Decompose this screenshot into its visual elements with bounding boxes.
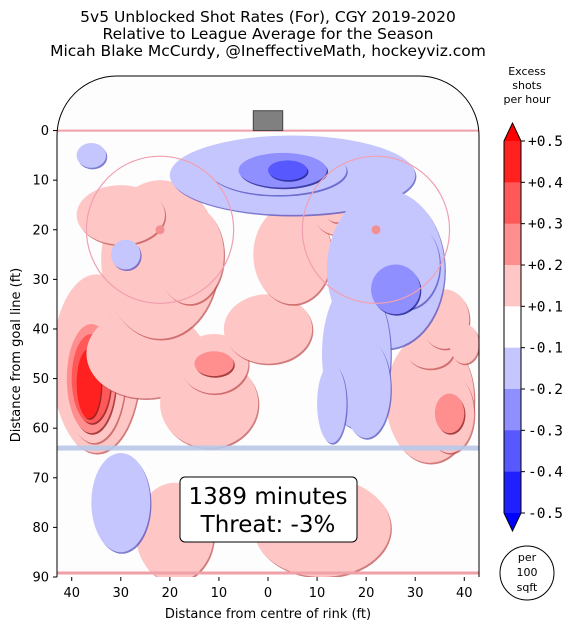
y-axis-label: Distance from goal line (ft) (9, 268, 24, 442)
unit-badge-line-1: per (518, 551, 537, 564)
heat-contour (434, 393, 465, 434)
heat-contour (371, 264, 421, 315)
colorbar-title-line-1: Excess (508, 65, 546, 78)
colorbar-title-line-3: per hour (504, 93, 551, 106)
heat-contour (253, 204, 332, 305)
unit-badge-line-2: 100 (517, 566, 538, 579)
heat-contour (110, 239, 141, 270)
y-tick-label: 60 (32, 422, 49, 437)
faceoff-circle-right (301, 155, 451, 304)
colorbar-extend-high (504, 123, 521, 141)
x-tick-label: 20 (358, 586, 375, 601)
y-tick-label: 90 (32, 571, 49, 586)
y-tick-label: 40 (32, 322, 49, 337)
chart-title-line-2: Relative to League Average for the Seaso… (103, 25, 434, 43)
colorbar-tick-label: +0.3 (528, 217, 563, 233)
heatmap-layer (57, 76, 479, 577)
x-tick-label: 20 (162, 586, 179, 601)
heat-contour (317, 363, 347, 444)
faceoff-dot-left (155, 225, 165, 235)
x-axis-label: Distance from centre of rink (ft) (165, 607, 371, 622)
heat-contour (223, 294, 313, 364)
y-tick-label: 0 (41, 124, 49, 139)
y-tick-label: 30 (32, 273, 49, 288)
colorbar-band (504, 182, 521, 225)
minutes-annotation: 1389 minutes (189, 484, 348, 510)
x-tick-label: 0 (264, 586, 272, 601)
colorbar: Excess shots per hour +0.5 +0.4 +0.3 +0.2 +0… (503, 65, 563, 533)
colorbar-tick-label: +0.2 (528, 258, 563, 274)
y-tick-label: 10 (32, 174, 49, 189)
heat-contour (449, 324, 479, 364)
x-tick-label: 30 (407, 586, 424, 601)
colorbar-extend-low (504, 513, 521, 531)
unit-badge-line-3: sqft (517, 581, 538, 594)
faceoff-dot-right (371, 225, 381, 235)
colorbar-band (504, 430, 521, 473)
colorbar-tick-label: -0.4 (528, 465, 563, 481)
y-tick-label: 50 (32, 372, 49, 387)
blue-line (57, 445, 479, 451)
colorbar-band (504, 223, 521, 266)
unit-badge: per 100 sqft (499, 545, 555, 601)
x-tick-label: 30 (113, 586, 130, 601)
heat-contour (91, 452, 151, 553)
x-tick-label: 40 (456, 586, 473, 601)
colorbar-band (504, 265, 521, 307)
chart-title-line-1: 5v5 Unblocked Shot Rates (For), CGY 2019… (80, 8, 456, 26)
colorbar-tick-label: -0.3 (528, 423, 563, 439)
colorbar-band (504, 471, 521, 514)
colorbar-tick-label: -0.1 (528, 341, 563, 357)
y-axis-ticks: 0 10 20 30 40 50 60 70 80 90 (32, 124, 57, 586)
goal-net (252, 110, 284, 132)
colorbar-band (504, 306, 521, 349)
colorbar-tick-label: -0.5 (528, 506, 563, 522)
heat-contour (76, 142, 107, 168)
x-tick-label: 10 (309, 586, 326, 601)
faceoff-circle-left (85, 155, 235, 304)
x-tick-label: 40 (63, 586, 80, 601)
colorbar-tick-label: -0.2 (528, 382, 563, 398)
heat-contour (194, 351, 234, 377)
chart-title-line-3: Micah Blake McCurdy, @IneffectiveMath, h… (50, 42, 486, 60)
y-tick-label: 70 (32, 471, 49, 486)
heat-contour (341, 338, 391, 439)
y-tick-label: 20 (32, 223, 49, 238)
colorbar-tick-label: +0.4 (528, 175, 563, 191)
colorbar-band (504, 141, 521, 183)
x-axis-ticks: 40 30 20 10 0 10 20 30 40 (63, 577, 473, 601)
x-tick-label: 10 (211, 586, 228, 601)
threat-annotation: Threat: -3% (200, 512, 336, 538)
y-tick-label: 80 (32, 521, 49, 536)
heat-contour (155, 204, 224, 305)
heat-contour (268, 160, 308, 181)
colorbar-tick-label: +0.1 (528, 299, 563, 315)
heat-contour (76, 185, 165, 245)
colorbar-tick-label: +0.5 (528, 134, 563, 150)
summary-box: 1389 minutes Threat: -3% (179, 476, 358, 543)
colorbar-band (504, 347, 521, 390)
colorbar-band (504, 389, 521, 431)
rink-markings (57, 129, 479, 575)
rink-boards (56, 75, 480, 577)
colorbar-title-line-2: shots (512, 79, 542, 92)
